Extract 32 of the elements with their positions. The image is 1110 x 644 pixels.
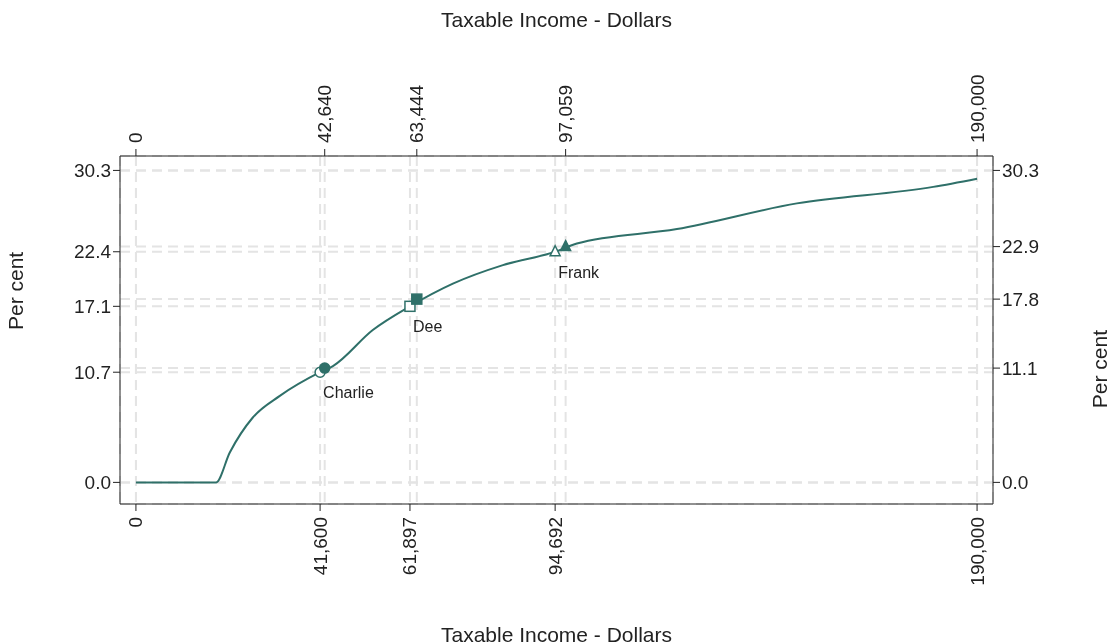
point bbox=[411, 293, 423, 305]
y-tick-label: 10.7 bbox=[74, 361, 111, 383]
annotation: Charlie bbox=[323, 384, 374, 402]
annotation: Dee bbox=[412, 318, 443, 336]
y2-axis-title: Per cent bbox=[1088, 329, 1110, 409]
x2-axis-title: Taxable Income - Dollars bbox=[440, 7, 673, 31]
annotation: Frank bbox=[558, 263, 601, 281]
x2-tick-label: 42,640 bbox=[314, 84, 336, 143]
x2-tick-label: 0 bbox=[125, 132, 147, 143]
y-axis-title: Per cent bbox=[4, 251, 28, 330]
point bbox=[559, 239, 572, 252]
x-tick-label: 61,897 bbox=[399, 517, 421, 576]
x-tick-label: 190,000 bbox=[966, 517, 988, 586]
line-series bbox=[134, 177, 979, 484]
x-tick-label: 41,600 bbox=[309, 517, 331, 576]
y2-tick-label: 30.3 bbox=[1002, 160, 1039, 182]
y-tick-label: 30.3 bbox=[74, 160, 111, 182]
point bbox=[549, 245, 561, 257]
y-tick-label: 17.1 bbox=[74, 296, 111, 318]
x2-tick-label: 63,444 bbox=[406, 84, 428, 143]
y2-tick-label: 22.9 bbox=[1002, 236, 1039, 258]
y-tick-label: 0.0 bbox=[84, 472, 111, 494]
point bbox=[318, 362, 331, 374]
x-tick-label: 0 bbox=[125, 517, 147, 528]
y2-tick-label: 17.8 bbox=[1002, 288, 1039, 310]
x-axis-title: Taxable Income - Dollars bbox=[440, 623, 673, 644]
y-tick-label: 22.4 bbox=[74, 241, 112, 263]
x2-tick-label: 190,000 bbox=[966, 74, 988, 143]
y2-tick-label: 0.0 bbox=[1002, 472, 1029, 494]
y2-tick-label: 11.1 bbox=[1002, 357, 1038, 379]
x-tick-label: 94,692 bbox=[544, 517, 566, 576]
x2-tick-label: 97,059 bbox=[555, 84, 577, 143]
